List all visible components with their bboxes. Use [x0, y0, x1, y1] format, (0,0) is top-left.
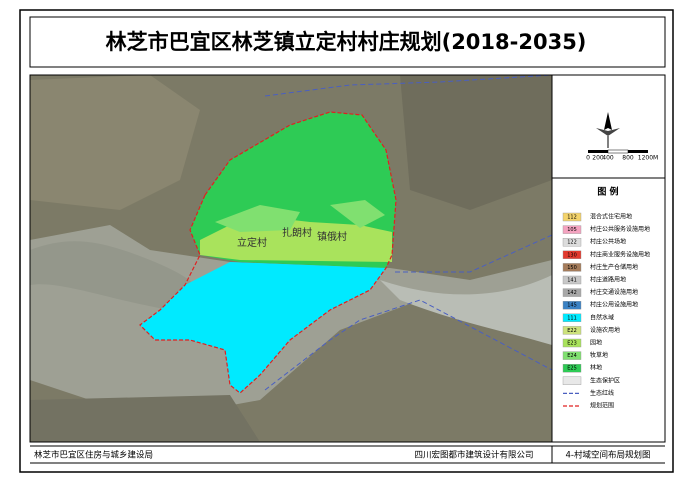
- legend-swatch: [562, 275, 582, 285]
- legend-label: 自然水域: [590, 313, 614, 321]
- legend-swatch: [562, 250, 582, 260]
- legend-code: 112: [567, 215, 577, 221]
- legend-code: E22: [567, 328, 577, 334]
- legend-swatch: [562, 351, 582, 360]
- legend-code: 130: [567, 252, 577, 258]
- legend: 112 混合式住宅用地 105 村庄公共服务设施用地 122 村庄公共场地 130 村庄商业服…: [562, 212, 650, 410]
- compass: [596, 112, 620, 148]
- legend-label: 村庄公共场地: [590, 238, 626, 246]
- legend-swatch: [562, 338, 582, 348]
- legend-label: 生态红线: [590, 389, 614, 397]
- legend-label: 混合式住宅用地: [590, 213, 632, 221]
- legend-code: 150: [567, 265, 577, 271]
- legend-swatch: [562, 364, 582, 373]
- legend-code: 122: [567, 240, 577, 246]
- footer-center: 四川宏图都市建筑设计有限公司: [414, 450, 533, 461]
- legend-code: 145: [567, 303, 577, 309]
- legend-code: 142: [567, 290, 577, 296]
- legend-swatch: [562, 237, 582, 247]
- legend-code: E25: [567, 366, 577, 372]
- village-label: 立定村: [237, 236, 267, 249]
- map-frame: [29, 74, 666, 443]
- legend-code: 111: [567, 315, 577, 321]
- legend-code: E24: [567, 353, 577, 359]
- legend-label: 村庄公共服务设施用地: [590, 225, 650, 233]
- legend-label: 村庄商业服务设施用地: [590, 250, 650, 258]
- legend-swatch: [562, 212, 582, 222]
- legend-label: 牧草地: [590, 351, 608, 359]
- legend-label: 生态保护区: [590, 376, 620, 384]
- legend-label: 村庄生产仓储用地: [590, 263, 638, 271]
- scale-label: 0: [586, 155, 590, 162]
- legend-swatch: [562, 301, 582, 310]
- scale-label: 400: [602, 155, 614, 162]
- legend-swatch: [562, 263, 582, 272]
- village-label: 镇俄村: [317, 230, 347, 243]
- scale-label: 1200M: [638, 155, 658, 162]
- title-frame: [29, 16, 666, 68]
- footer-left: 林芝市巴宜区住房与城乡建设局: [34, 450, 153, 461]
- title: 林芝市巴宜区林芝镇立定村村庄规划(2018-2035): [106, 30, 587, 54]
- legend-label: 村庄公用设施用地: [590, 301, 638, 309]
- footer-right: 4-村域空间布局规划图: [566, 450, 651, 461]
- legend-label: 村庄交通设施用地: [590, 288, 638, 296]
- scale-label: 800: [622, 155, 634, 162]
- legend-label: 村庄道路用地: [590, 276, 626, 284]
- scale-label: 200: [592, 155, 604, 162]
- legend-code: E23: [567, 341, 577, 347]
- legend-label: 设施农用地: [590, 326, 620, 334]
- legend-label: 园地: [590, 339, 602, 347]
- legend-swatch: [562, 313, 582, 322]
- legend-swatch: [562, 376, 582, 385]
- legend-code: 105: [567, 227, 577, 233]
- village-label: 扎朗村: [282, 226, 312, 239]
- outer-frame: [19, 9, 674, 473]
- legend-swatch: [562, 326, 582, 335]
- legend-swatch: [562, 288, 582, 297]
- legend-title: 图 例: [597, 186, 618, 198]
- map: 立定村 扎朗村 镇俄村: [30, 74, 553, 442]
- legend-label: 林地: [590, 364, 602, 372]
- legend-swatch: [562, 225, 582, 234]
- legend-label: 规划范围: [590, 402, 614, 410]
- legend-code: 141: [567, 278, 577, 284]
